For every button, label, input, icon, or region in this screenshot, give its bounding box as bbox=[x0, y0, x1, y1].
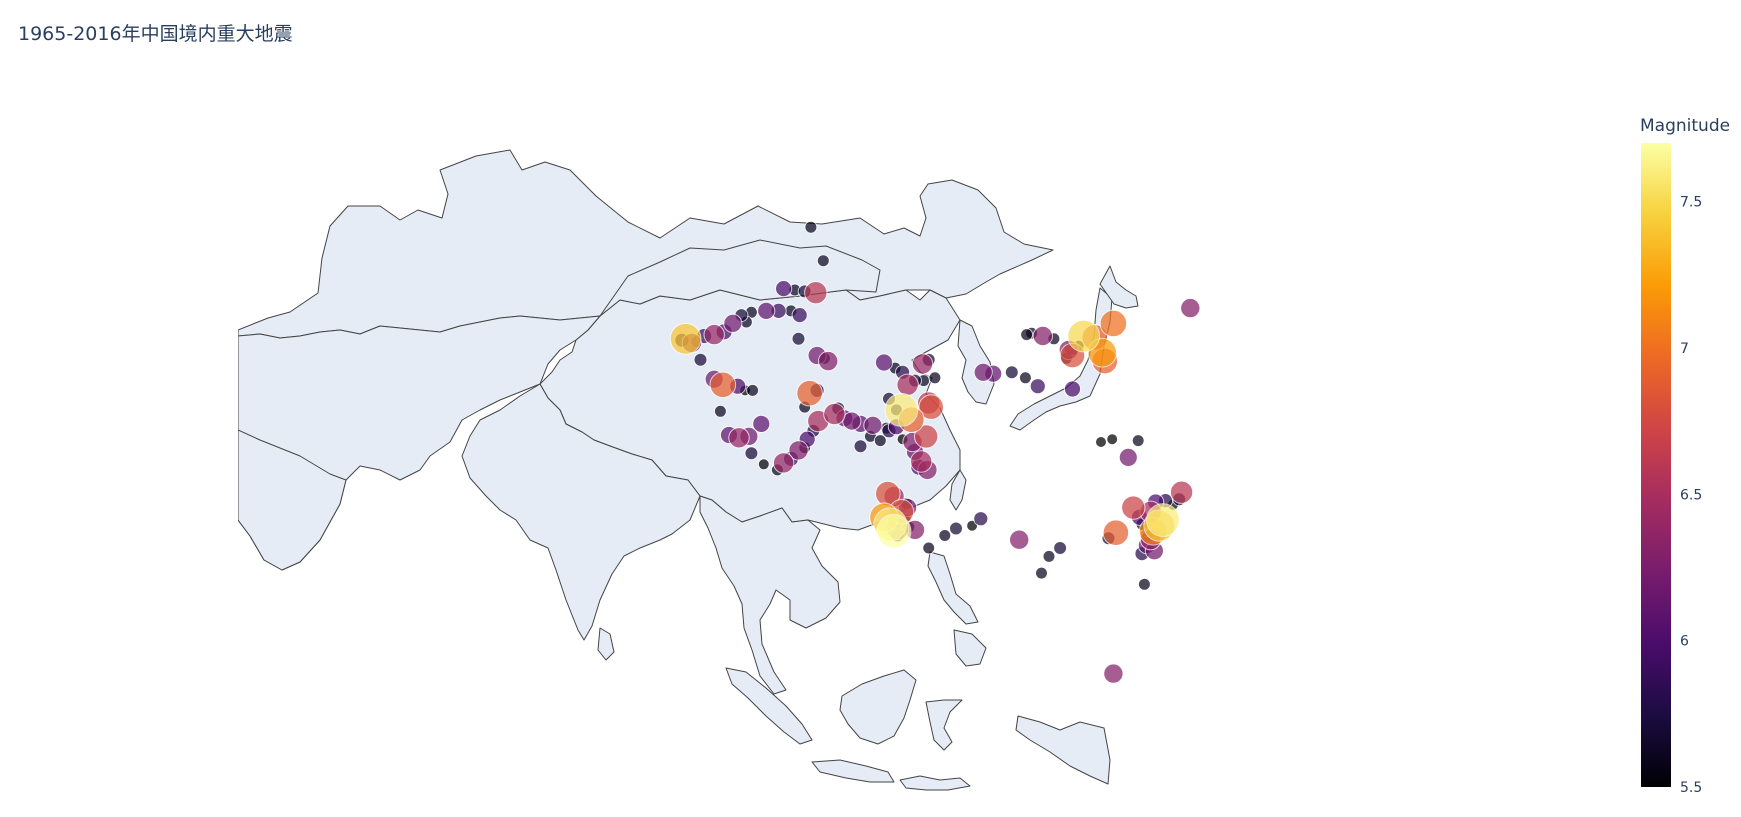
earthquake-point[interactable] bbox=[757, 458, 770, 471]
earthquake-point[interactable] bbox=[928, 371, 942, 385]
earthquake-point[interactable] bbox=[1095, 436, 1107, 448]
land-lesser-sunda bbox=[899, 775, 971, 791]
earthquake-point[interactable] bbox=[788, 440, 809, 461]
earthquake-point[interactable] bbox=[713, 404, 727, 418]
earthquake-point[interactable] bbox=[1106, 433, 1119, 446]
colorbar-title: Magnitude bbox=[1640, 116, 1730, 136]
earthquake-point[interactable] bbox=[973, 511, 989, 527]
earthquake-point[interactable] bbox=[1032, 325, 1054, 347]
earthquake-point[interactable] bbox=[1180, 297, 1201, 319]
earthquake-point[interactable] bbox=[746, 383, 760, 397]
earthquake-point[interactable] bbox=[709, 371, 737, 399]
earthquake-points[interactable] bbox=[669, 220, 1201, 684]
land-sumatra bbox=[725, 667, 813, 745]
land-philippines bbox=[927, 551, 979, 625]
earthquake-point[interactable] bbox=[1004, 365, 1019, 380]
colorbar-tick-label: 6 bbox=[1680, 634, 1689, 650]
earthquake-point[interactable] bbox=[693, 352, 708, 367]
land-southeast-asia bbox=[699, 495, 841, 695]
earthquake-point[interactable] bbox=[1146, 503, 1180, 537]
earthquake-point[interactable] bbox=[863, 415, 883, 435]
earthquake-point[interactable] bbox=[1137, 577, 1151, 591]
earthquake-point[interactable] bbox=[922, 541, 936, 555]
earthquake-point[interactable] bbox=[1067, 319, 1101, 353]
land-korea bbox=[957, 319, 995, 405]
land-sulawesi bbox=[925, 699, 963, 751]
earthquake-point[interactable] bbox=[752, 414, 771, 433]
earthquake-point[interactable] bbox=[757, 301, 776, 320]
earthquake-point[interactable] bbox=[1035, 566, 1048, 580]
earthquake-point[interactable] bbox=[723, 313, 743, 333]
earthquake-point[interactable] bbox=[669, 322, 702, 355]
land-java bbox=[811, 759, 895, 783]
earthquake-point[interactable] bbox=[775, 280, 793, 298]
land-borneo bbox=[839, 669, 917, 745]
colorbar: Magnitude 5.5 6 6.5 7 7.5 bbox=[1640, 116, 1730, 796]
earthquake-point[interactable] bbox=[791, 331, 806, 346]
earthquake-point[interactable] bbox=[703, 323, 725, 346]
colorbar-tick-label: 7.5 bbox=[1680, 195, 1702, 211]
earthquake-point[interactable] bbox=[874, 353, 894, 372]
earthquake-point[interactable] bbox=[744, 446, 759, 461]
colorbar-gradient bbox=[1641, 143, 1671, 787]
earthquake-point[interactable] bbox=[1102, 519, 1130, 547]
land-arabia bbox=[238, 429, 347, 571]
earthquake-point[interactable] bbox=[1042, 549, 1056, 563]
earthquake-point[interactable] bbox=[1099, 309, 1128, 338]
earthquake-point[interactable] bbox=[804, 220, 818, 234]
earthquake-point[interactable] bbox=[938, 529, 952, 542]
earthquake-point[interactable] bbox=[1063, 380, 1082, 398]
earthquake-point[interactable] bbox=[1020, 328, 1034, 342]
earthquake-point[interactable] bbox=[1131, 434, 1145, 448]
earthquake-point[interactable] bbox=[1118, 447, 1138, 467]
chart-title: 1965-2016年中国境内重大地震 bbox=[18, 23, 293, 45]
earthquake-point[interactable] bbox=[1169, 480, 1194, 504]
colorbar-tick-label: 6.5 bbox=[1680, 487, 1702, 503]
land-mongolia bbox=[599, 239, 881, 317]
earthquake-point[interactable] bbox=[1121, 495, 1146, 520]
earthquake-point[interactable] bbox=[884, 393, 919, 427]
earthquake-point[interactable] bbox=[911, 353, 934, 375]
earthquake-point[interactable] bbox=[896, 373, 919, 396]
colorbar-tick-label: 7 bbox=[1680, 341, 1689, 357]
land-new-guinea bbox=[1015, 715, 1111, 785]
earthquake-point[interactable] bbox=[949, 521, 963, 536]
earthquake-point[interactable] bbox=[873, 434, 887, 448]
earthquake-point[interactable] bbox=[853, 439, 868, 454]
earthquake-point[interactable] bbox=[1029, 378, 1046, 395]
colorbar-tick-label: 5.5 bbox=[1680, 780, 1702, 796]
land-hokkaido bbox=[1099, 265, 1139, 309]
land-taiwan bbox=[949, 469, 967, 511]
earthquake-point[interactable] bbox=[910, 450, 933, 473]
earthquake-point[interactable] bbox=[918, 394, 945, 420]
earthquake-point[interactable] bbox=[816, 254, 830, 268]
earthquake-point[interactable] bbox=[772, 452, 795, 474]
earthquake-point[interactable] bbox=[796, 379, 823, 407]
earthquake-point[interactable] bbox=[1053, 541, 1068, 555]
earthquake-point[interactable] bbox=[876, 513, 912, 549]
earthquake-point[interactable] bbox=[818, 350, 839, 372]
earthquake-point[interactable] bbox=[728, 427, 750, 449]
earthquake-point[interactable] bbox=[823, 402, 846, 426]
land-layer bbox=[238, 149, 1139, 791]
earthquake-point[interactable] bbox=[914, 424, 939, 449]
colorbar-ticks: 5.5 6 6.5 7 7.5 bbox=[1680, 195, 1702, 796]
earthquake-point[interactable] bbox=[973, 362, 993, 382]
earthquake-point[interactable] bbox=[1009, 529, 1030, 550]
earthquake-point[interactable] bbox=[1018, 371, 1032, 385]
earthquake-point[interactable] bbox=[804, 281, 828, 305]
land-sri-lanka bbox=[597, 627, 615, 661]
land-india bbox=[461, 383, 701, 641]
land-mindanao bbox=[953, 629, 987, 667]
earthquake-point[interactable] bbox=[791, 307, 808, 324]
earthquake-point[interactable] bbox=[1103, 663, 1124, 684]
